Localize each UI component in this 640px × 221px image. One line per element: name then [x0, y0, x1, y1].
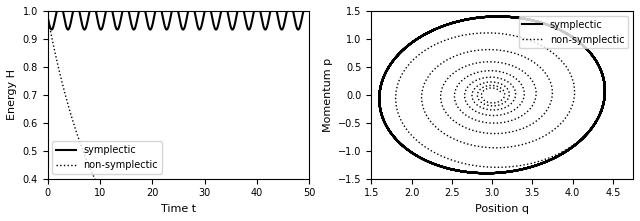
non-symplectic — [527, 78, 535, 81]
Y-axis label: Energy H: Energy H — [7, 69, 17, 120]
symplectic — [213, 28, 221, 30]
non-symplectic — [486, 32, 493, 34]
symplectic — [286, 1, 294, 4]
X-axis label: Time t: Time t — [161, 204, 196, 214]
non-symplectic — [461, 126, 469, 129]
Line: non-symplectic: non-symplectic — [396, 33, 605, 167]
symplectic — [491, 172, 499, 174]
symplectic — [261, 28, 269, 31]
Line: symplectic: symplectic — [47, 2, 309, 30]
symplectic — [216, 16, 224, 19]
symplectic — [599, 74, 607, 77]
non-symplectic — [477, 88, 484, 90]
Y-axis label: Momentum p: Momentum p — [323, 58, 333, 132]
non-symplectic — [44, 15, 51, 18]
symplectic — [495, 15, 502, 18]
non-symplectic — [490, 109, 498, 111]
non-symplectic — [496, 166, 504, 169]
Line: symplectic: symplectic — [379, 16, 605, 173]
symplectic — [554, 155, 562, 158]
symplectic — [44, 15, 51, 18]
symplectic — [582, 47, 589, 49]
Legend: symplectic, non-symplectic: symplectic, non-symplectic — [518, 16, 628, 48]
non-symplectic — [497, 91, 504, 93]
Legend: symplectic, non-symplectic: symplectic, non-symplectic — [52, 141, 162, 174]
symplectic — [442, 167, 450, 169]
X-axis label: Position q: Position q — [475, 204, 529, 214]
symplectic — [109, 13, 117, 16]
symplectic — [600, 81, 608, 84]
symplectic — [140, 3, 147, 5]
symplectic — [404, 44, 412, 47]
symplectic — [120, 3, 128, 6]
symplectic — [482, 172, 490, 175]
non-symplectic — [502, 106, 510, 108]
non-symplectic — [548, 93, 556, 96]
non-symplectic — [109, 210, 116, 212]
Line: non-symplectic: non-symplectic — [47, 17, 309, 221]
non-symplectic — [601, 93, 609, 96]
symplectic — [305, 9, 313, 11]
symplectic — [601, 93, 609, 96]
symplectic — [64, 28, 72, 31]
